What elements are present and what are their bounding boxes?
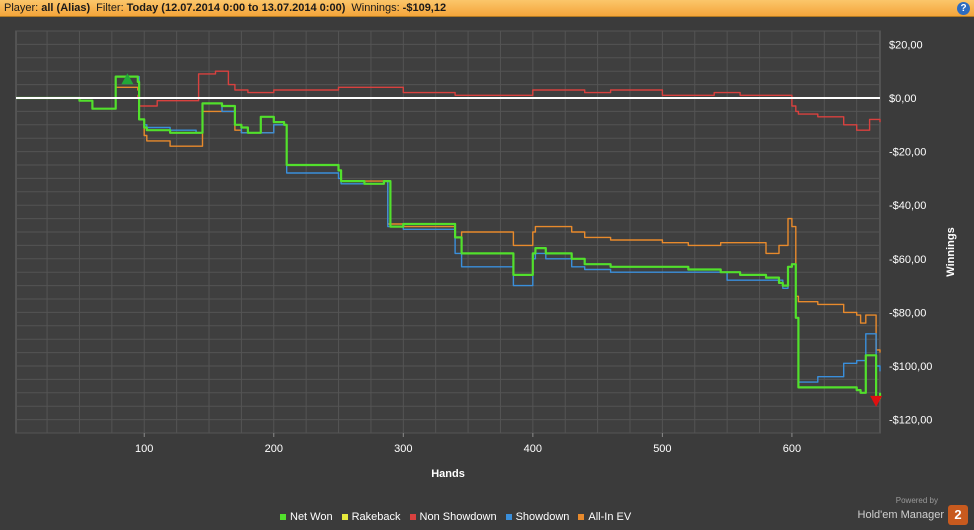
x-tick-label: 500 bbox=[653, 443, 671, 455]
legend-swatch bbox=[505, 514, 512, 520]
legend-swatch bbox=[409, 514, 416, 520]
y-tick-label: -$120,00 bbox=[889, 415, 932, 427]
y-tick-label: -$60,00 bbox=[889, 254, 926, 266]
brand-name: Hold'em Manager bbox=[857, 509, 944, 521]
winnings-chart: $20,00 $0,00 -$20,00 -$40,00 -$60,00 -$80,00 -… bbox=[15, 30, 957, 480]
filter-label: Filter: bbox=[96, 2, 124, 14]
marker-layer bbox=[121, 73, 883, 407]
y-tick-label: -$80,00 bbox=[889, 307, 926, 319]
legend-item[interactable]: Showdown bbox=[505, 511, 570, 523]
x-tick-label: 100 bbox=[135, 443, 153, 455]
x-tick-label: 400 bbox=[524, 443, 542, 455]
x-tick-label: 200 bbox=[265, 443, 283, 455]
y-tick-label: -$40,00 bbox=[889, 200, 926, 212]
series-layer bbox=[16, 70, 882, 400]
legend-swatch bbox=[280, 514, 286, 520]
chart-legend: Net Won Rakeback Non Showdown Showdown All-I… bbox=[280, 510, 640, 524]
max-marker-icon bbox=[121, 73, 134, 85]
y-tick-label: $20,00 bbox=[889, 39, 923, 51]
brand-badge: Powered by Hold'em Manager 2 bbox=[858, 496, 968, 525]
series-line-all-in-ev[interactable] bbox=[16, 86, 881, 353]
series-line-net-won[interactable] bbox=[16, 75, 882, 400]
legend-label: Rakeback bbox=[351, 511, 401, 523]
legend-item[interactable]: Non Showdown bbox=[409, 511, 497, 523]
legend-item[interactable]: All-In EV bbox=[578, 511, 631, 523]
legend-label: Net Won bbox=[290, 511, 333, 523]
x-axis-title: Hands bbox=[431, 468, 465, 480]
legend-label: Showdown bbox=[515, 511, 570, 523]
legend-item[interactable]: Rakeback bbox=[341, 511, 401, 523]
y-tick-label: -$100,00 bbox=[889, 361, 932, 373]
filter-bar: Player: all (Alias) Filter: Today (12.07… bbox=[0, 0, 974, 17]
filter-value: Today (12.07.2014 0:00 to 13.07.2014 0:0… bbox=[126, 2, 346, 14]
y-tick-label: $0,00 bbox=[889, 93, 917, 105]
y-axis-title: Winnings bbox=[945, 227, 957, 276]
series-line-non-showdown[interactable] bbox=[16, 70, 881, 131]
help-icon[interactable]: ? bbox=[957, 2, 970, 15]
winnings-value: -$109,12 bbox=[402, 2, 447, 14]
y-tick-label: -$20,00 bbox=[889, 147, 926, 159]
holdem-manager-logo-icon: 2 bbox=[948, 505, 968, 525]
legend-swatch bbox=[341, 514, 348, 520]
legend-swatch bbox=[578, 514, 585, 520]
player-label: Player: bbox=[4, 2, 39, 14]
powered-by-text: Powered by bbox=[895, 496, 938, 505]
legend-label: Non Showdown bbox=[419, 511, 497, 523]
legend-item[interactable]: Net Won bbox=[280, 511, 333, 523]
player-value: all (Alias) bbox=[41, 2, 91, 14]
min-marker-icon bbox=[870, 395, 883, 407]
y-axis: $20,00 $0,00 -$20,00 -$40,00 -$60,00 -$80,00 -… bbox=[889, 39, 932, 426]
x-tick-label: 600 bbox=[783, 443, 801, 455]
x-tick-label: 300 bbox=[394, 443, 412, 455]
x-axis: 100 200 300 400 500 600 bbox=[135, 433, 801, 455]
legend-label: All-In EV bbox=[588, 511, 632, 523]
winnings-label: Winnings: bbox=[351, 2, 400, 14]
